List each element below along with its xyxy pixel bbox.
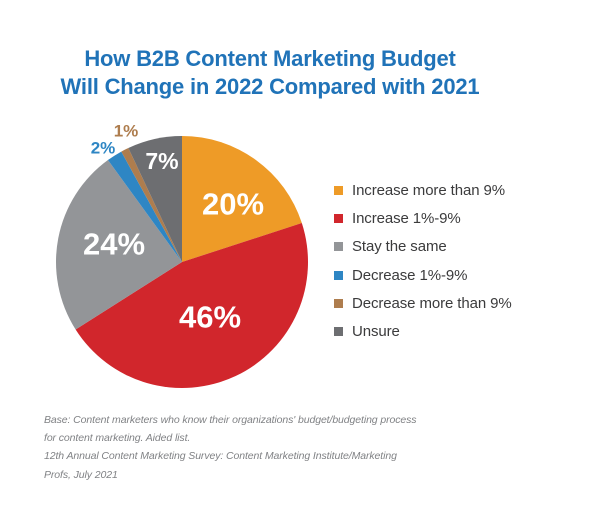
legend-swatch-icon (334, 327, 343, 337)
chart-title-line-1: How B2B Content Marketing Budget (84, 46, 456, 71)
legend-swatch-icon (334, 185, 343, 195)
pie-slice-3 (107, 151, 182, 262)
pie-value-label-1: 46% (179, 300, 241, 335)
legend-item: Increase more than 9% (334, 176, 512, 204)
legend-item: Unsure (334, 317, 512, 345)
pie-chart: 20% 46% 24% 2%1% 7% (55, 122, 308, 389)
chart-legend: Increase more than 9% Increase 1%-9% Sta… (334, 176, 512, 346)
legend-swatch-icon (334, 298, 343, 308)
footnote-line: Base: Content marketers who know their o… (44, 414, 417, 426)
pie-value-label-0: 20% (202, 187, 264, 222)
legend-label: Decrease 1%-9% (352, 266, 468, 284)
pie-value-label-4: 1% (114, 122, 139, 141)
legend-label: Decrease more than 9% (352, 294, 512, 312)
legend-swatch-icon (334, 242, 343, 252)
pie-slice-1 (75, 223, 308, 389)
legend-swatch-icon (334, 213, 343, 223)
pie-slice-2 (55, 160, 182, 330)
chart-title: How B2B Content Marketing Budget Will Ch… (0, 45, 540, 101)
pie-slice-4 (121, 147, 182, 262)
legend-label: Increase 1%-9% (352, 209, 461, 227)
pie-value-label-5: 7% (145, 148, 178, 174)
source-footnote: Base: Content marketers who know their o… (44, 411, 524, 484)
legend-label: Unsure (352, 323, 400, 341)
legend-item: Decrease more than 9% (334, 289, 512, 317)
pie-slice-0 (182, 136, 302, 262)
footnote-line: for content marketing. Aided list. (44, 432, 191, 445)
legend-item: Increase 1%-9% (334, 204, 512, 232)
chart-title-line-2: Will Change in 2022 Compared with 2021 (60, 74, 480, 99)
legend-swatch-icon (334, 270, 343, 280)
legend-label: Stay the same (352, 238, 447, 256)
pie-value-label-2: 24% (83, 227, 145, 262)
legend-item: Stay the same (334, 233, 512, 261)
legend-item: Decrease 1%-9% (334, 261, 512, 289)
footnote-line: 12th Annual Content Marketing Survey: Co… (44, 450, 397, 463)
pie-slice-5 (128, 135, 182, 262)
legend-label: Increase more than 9% (352, 181, 505, 199)
pie-value-label-3: 2% (91, 139, 116, 158)
footnote-line: Profs, July 2021 (44, 468, 118, 481)
